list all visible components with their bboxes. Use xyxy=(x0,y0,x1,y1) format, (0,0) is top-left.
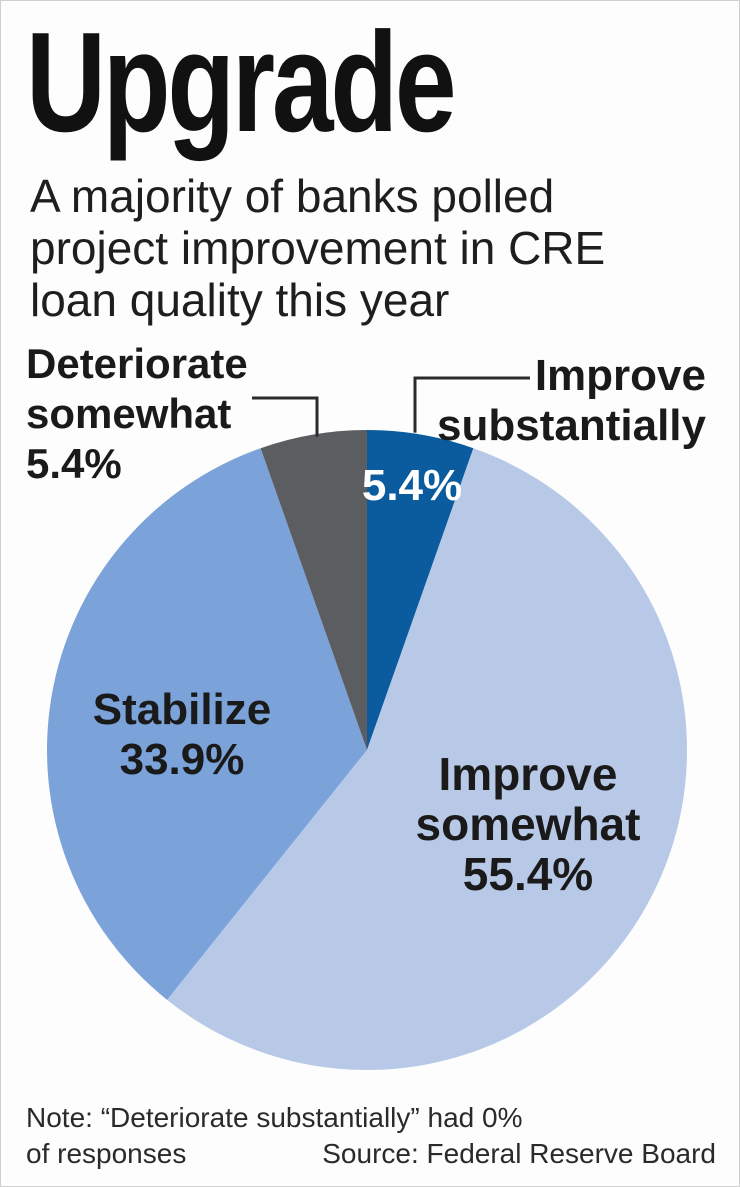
chart-title: Upgrade xyxy=(26,3,457,162)
footer-note-continued: of responses xyxy=(26,1138,187,1169)
leader-line-deteriorate-somewhat xyxy=(252,396,319,437)
slice-label-text: Improve xyxy=(439,748,618,800)
slice-value-label: 33.9% xyxy=(120,735,245,784)
slice-deteriorate-somewhat xyxy=(260,430,367,750)
slice-improve-somewhat xyxy=(167,448,688,1071)
leader-lines xyxy=(252,376,530,437)
subtitle-line: loan quality this year xyxy=(30,274,450,326)
pie-slices xyxy=(47,430,688,1071)
slice-label-text: substantially xyxy=(437,401,706,450)
chart-subtitle: A majority of banks polled project impro… xyxy=(30,170,720,326)
slice-label-text: Deteriorate xyxy=(26,340,248,387)
chart-footer: Note: “Deteriorate substantially” had 0%… xyxy=(26,1100,716,1172)
pie-labels: Improvesubstantially5.4%Improvesomewhat5… xyxy=(26,340,707,900)
slice-label-text: somewhat xyxy=(416,798,641,850)
subtitle-line: project improvement in CRE xyxy=(30,222,606,274)
slice-value-label: 55.4% xyxy=(463,848,593,900)
slice-label-text: Improve xyxy=(535,351,706,400)
slice-stabilize xyxy=(47,448,368,1000)
slice-label-text: somewhat xyxy=(26,390,231,437)
leader-line-improve-substantially xyxy=(413,376,530,433)
subtitle-line: A majority of banks polled xyxy=(30,170,555,222)
slice-improve-substantially xyxy=(367,430,474,750)
slice-value-label: 5.4% xyxy=(362,461,462,510)
footer-note: Note: “Deteriorate substantially” had 0% xyxy=(26,1102,523,1133)
source-credit: Source: Federal Reserve Board xyxy=(322,1138,716,1169)
slice-label-text: Stabilize xyxy=(93,685,272,734)
slice-value-label: 5.4% xyxy=(26,440,122,487)
